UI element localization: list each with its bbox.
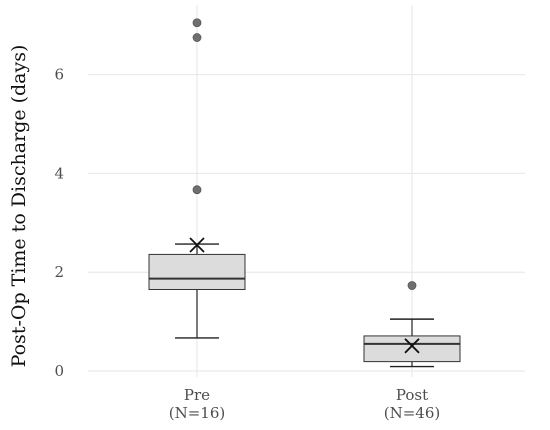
tick-layer: 0 2 4 6 Pre(N=16) Post(N=46)	[54, 66, 440, 422]
x-tick-n-label: (N=46)	[384, 404, 440, 422]
box-layer	[148, 18, 461, 368]
y-tick-label: 6	[54, 66, 64, 84]
x-tick-label: Post	[396, 386, 428, 404]
box-group-post	[363, 281, 461, 368]
y-axis-title: Post-Op Time to Discharge (days)	[8, 45, 30, 368]
x-tick-n-label: (N=16)	[169, 404, 225, 422]
outlier-point	[192, 33, 202, 42]
outlier-point	[192, 185, 202, 195]
grid-layer	[88, 5, 525, 377]
box-group-pre	[148, 18, 246, 339]
mean-marker	[404, 338, 420, 354]
y-tick-label: 4	[54, 164, 64, 182]
outlier-point	[192, 18, 202, 28]
y-tick-label: 2	[54, 263, 64, 281]
y-tick-label: 0	[54, 362, 64, 380]
iqr-box	[363, 335, 461, 363]
mean-marker	[189, 237, 205, 253]
x-tick-label: Pre	[184, 386, 210, 404]
iqr-box	[148, 253, 246, 290]
outlier-point	[407, 281, 417, 290]
